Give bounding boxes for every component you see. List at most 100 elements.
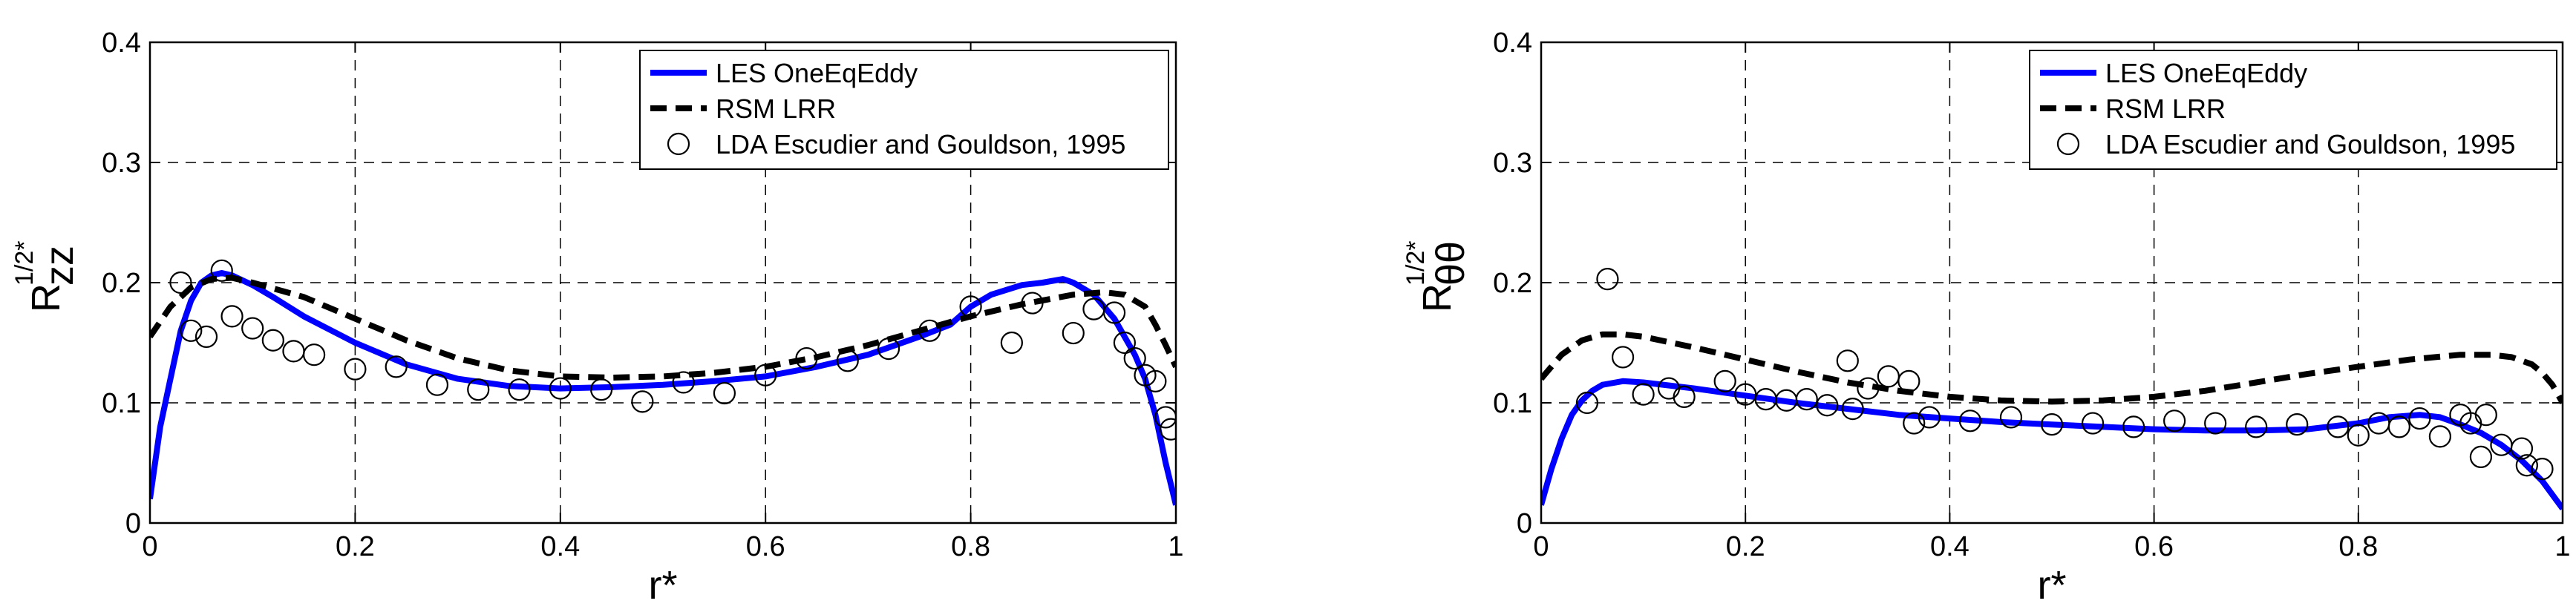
data-point-lda bbox=[2122, 415, 2145, 438]
data-point-lda bbox=[754, 364, 777, 387]
data-point-lda bbox=[2040, 413, 2064, 436]
data-point-lda bbox=[2327, 415, 2350, 438]
data-point-lda bbox=[2469, 445, 2493, 469]
x-tick-label: 0.4 bbox=[540, 531, 580, 562]
data-point-lda bbox=[2081, 412, 2105, 435]
data-point-lda bbox=[589, 378, 613, 401]
legend-box bbox=[2029, 50, 2557, 170]
data-point-lda bbox=[1021, 292, 1044, 315]
data-point-lda bbox=[2510, 437, 2534, 460]
data-point-lda bbox=[1575, 391, 1599, 415]
y-axis-label-base: R bbox=[1415, 283, 1459, 312]
x-tick-label: 0 bbox=[142, 531, 157, 562]
data-point-lda bbox=[1596, 268, 1619, 291]
data-point-lda bbox=[2428, 425, 2451, 448]
data-point-lda bbox=[169, 271, 192, 295]
data-point-lda bbox=[672, 371, 695, 394]
legend: LES OneEqEddy RSM LRR LDA Escudier and Gou… bbox=[2029, 50, 2557, 170]
x-tick-label: 0.4 bbox=[1930, 531, 1969, 562]
y-tick-label: 0.4 bbox=[102, 27, 141, 59]
data-point-lda bbox=[959, 295, 982, 318]
x-tick-label: 0.8 bbox=[951, 531, 990, 562]
data-point-lda bbox=[180, 319, 203, 342]
chart-2: 0 0.2 0.4 0.6 0.8 1 0 0.1 0.2 0.3 0.4 r* R1/2*θθ LES … bbox=[1402, 27, 2571, 608]
data-point-lda bbox=[631, 390, 654, 413]
data-point-lda bbox=[1816, 394, 1839, 417]
chart-1: 0 0.2 0.4 0.6 0.8 1 0 0.1 0.2 0.3 0.4 r* R1/2*zz LES … bbox=[10, 27, 1184, 608]
x-tick-label: 0.8 bbox=[2338, 531, 2378, 562]
data-point-lda bbox=[220, 305, 243, 328]
data-point-lda bbox=[1841, 397, 1864, 421]
legend-marker-lda bbox=[2056, 132, 2080, 156]
data-point-lda bbox=[1836, 349, 1859, 372]
legend-label: LES OneEqEddy bbox=[2105, 58, 2307, 88]
y-axis-label-superscript: 1/2* bbox=[1402, 241, 1430, 286]
y-tick-label: 0.1 bbox=[102, 388, 141, 419]
data-point-lda bbox=[877, 338, 900, 361]
x-tick-label: 0.6 bbox=[2134, 531, 2174, 562]
data-point-lda bbox=[1062, 321, 1085, 345]
data-point-lda bbox=[210, 259, 233, 282]
legend-marker-lda bbox=[667, 132, 690, 156]
data-point-lda bbox=[1123, 346, 1146, 370]
data-point-lda bbox=[261, 329, 284, 352]
data-point-lda bbox=[918, 319, 941, 342]
x-axis-label: r* bbox=[2038, 563, 2067, 608]
plot-area bbox=[1541, 268, 2563, 510]
series-line-rsm-lrr bbox=[150, 274, 1176, 381]
legend-box bbox=[639, 50, 1169, 170]
x-tick-label: 1 bbox=[2554, 531, 2570, 562]
legend-label: LDA Escudier and Gouldson, 1995 bbox=[2105, 129, 2515, 159]
data-point-lda bbox=[713, 381, 736, 405]
x-tick-label: 1 bbox=[1168, 531, 1183, 562]
data-point-lda bbox=[2531, 457, 2554, 481]
data-point-lda bbox=[1999, 406, 2023, 429]
y-axis-label-subscript: θθ bbox=[1428, 241, 1473, 286]
series-line-les-oneqeddy bbox=[1541, 378, 2563, 510]
data-point-lda bbox=[1795, 388, 1818, 411]
legend-label: LDA Escudier and Gouldson, 1995 bbox=[716, 129, 1125, 159]
legend-label: RSM LRR bbox=[2105, 93, 2226, 124]
data-point-lda bbox=[1673, 385, 1696, 409]
y-tick-label: 0.3 bbox=[1493, 148, 1532, 179]
data-point-lda bbox=[1918, 406, 1941, 429]
x-tick-label: 0.2 bbox=[1726, 531, 1765, 562]
data-point-lda bbox=[2163, 410, 2186, 433]
data-point-lda bbox=[2204, 412, 2227, 435]
y-axis-label: R1/2*zz bbox=[10, 241, 82, 313]
data-point-lda bbox=[836, 349, 859, 372]
y-tick-label: 0.2 bbox=[1493, 268, 1532, 299]
y-tick-label: 0.2 bbox=[102, 268, 141, 299]
data-point-lda bbox=[795, 346, 818, 370]
legend-label: LES OneEqEddy bbox=[716, 58, 918, 88]
data-point-lda bbox=[1611, 346, 1635, 369]
data-point-lda bbox=[549, 377, 572, 400]
data-point-lda bbox=[1897, 369, 1920, 392]
data-point-lda bbox=[1857, 377, 1880, 400]
data-point-lda bbox=[241, 317, 264, 340]
data-point-lda bbox=[1713, 369, 1736, 392]
y-axis-label-base: R bbox=[24, 283, 68, 312]
data-point-lda bbox=[2408, 407, 2431, 430]
data-point-lda bbox=[1113, 331, 1137, 355]
x-tick-label: 0.6 bbox=[746, 531, 785, 562]
data-point-lda bbox=[303, 343, 326, 366]
data-point-lda bbox=[508, 378, 531, 401]
series-line-rsm-lrr bbox=[1541, 331, 2563, 405]
data-point-lda bbox=[1154, 406, 1176, 429]
data-point-lda bbox=[1632, 383, 1655, 406]
data-point-lda bbox=[2245, 415, 2268, 438]
y-tick-label: 0.4 bbox=[1493, 27, 1532, 59]
y-tick-label: 0 bbox=[125, 508, 141, 539]
data-point-lda bbox=[1102, 301, 1126, 324]
data-point-lda bbox=[467, 378, 490, 401]
y-axis-label: R1/2*θθ bbox=[1402, 241, 1473, 313]
x-tick-label: 0 bbox=[1533, 531, 1549, 562]
data-point-lda bbox=[2515, 454, 2538, 477]
y-tick-label: 0.1 bbox=[1493, 388, 1532, 419]
x-tick-label: 0.2 bbox=[336, 531, 375, 562]
data-point-lda bbox=[385, 355, 408, 378]
data-point-lda bbox=[425, 373, 449, 396]
data-point-lda bbox=[1159, 418, 1176, 441]
